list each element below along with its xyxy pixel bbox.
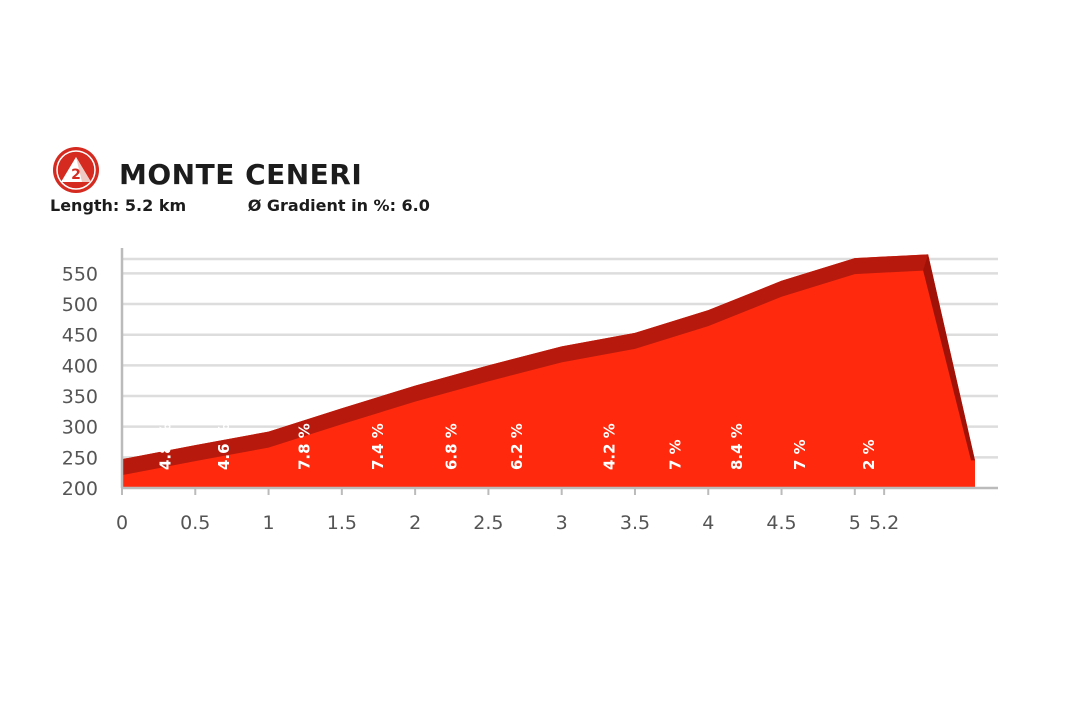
x-tick-label: 1.5: [327, 512, 357, 534]
gradient-label: 7 %: [791, 439, 809, 470]
gradient-label: 7.4 %: [369, 423, 387, 470]
x-tick-label: 3.5: [620, 512, 650, 534]
x-tick-label: 4.5: [766, 512, 796, 534]
elevation-band: [122, 254, 929, 476]
climb-header: 2 MONTE CENERI Length: 5.2 km Ø Gradient…: [50, 146, 570, 220]
x-tick-label: 0: [116, 512, 128, 534]
y-tick-label: 450: [62, 325, 98, 347]
axes: 200 250 300 350 400 450 500 550 0 0.5 1 1.5 2 2.5 3 3.5…: [62, 248, 998, 534]
gradient-label: 6.8 %: [442, 423, 460, 470]
gradient-labels: 4.8 % 4.6 % 7.8 % 7.4 % 6.8 % 6.2 % 4.2 % 7 % 8.…: [156, 423, 878, 470]
x-tick-label: 5: [849, 512, 861, 534]
x-tick-label: 0.5: [180, 512, 210, 534]
y-tick-label: 300: [62, 417, 98, 439]
y-tick-label: 500: [62, 294, 98, 316]
badge-inner-ring: [56, 150, 96, 190]
elevation-fill: [122, 254, 975, 488]
gradient-label: 6.2 %: [508, 423, 526, 470]
y-tick-label: 400: [62, 355, 98, 377]
gradient-label: 4.6 %: [215, 423, 233, 470]
y-tick-label: 550: [62, 263, 98, 285]
average-gradient-stat: Ø Gradient in %: 6.0: [247, 196, 430, 215]
gradient-label: 2 %: [860, 439, 878, 470]
y-tick-label: 200: [62, 478, 98, 500]
length-stat: Length: 5.2 km: [50, 196, 187, 215]
gradient-label: 8.4 %: [728, 423, 746, 470]
x-tick-label: 2.5: [473, 512, 503, 534]
badge-number: 2: [71, 167, 81, 183]
gradient-label: 4.2 %: [601, 423, 619, 470]
climb-stats: Length: 5.2 km Ø Gradient in %: 6.0: [50, 196, 430, 215]
climb-title: MONTE CENERI: [119, 158, 363, 191]
elevation-area: [122, 254, 975, 488]
elevation-edge: [923, 254, 975, 461]
gradient-label: 4.8 %: [156, 423, 174, 470]
gradient-label: 7.8 %: [296, 423, 314, 470]
mountain-icon-shade: [76, 157, 91, 182]
y-tick-label: 350: [62, 386, 98, 408]
x-tick-label: 5.2: [869, 512, 899, 534]
climb-category-badge: 2: [53, 147, 99, 193]
y-tick-label: 250: [62, 447, 98, 469]
x-tick-label: 3: [556, 512, 568, 534]
x-tick-label: 2: [409, 512, 421, 534]
gradient-label: 7 %: [667, 439, 685, 470]
x-tick-label: 1: [263, 512, 275, 534]
x-tick-label: 4: [702, 512, 714, 534]
